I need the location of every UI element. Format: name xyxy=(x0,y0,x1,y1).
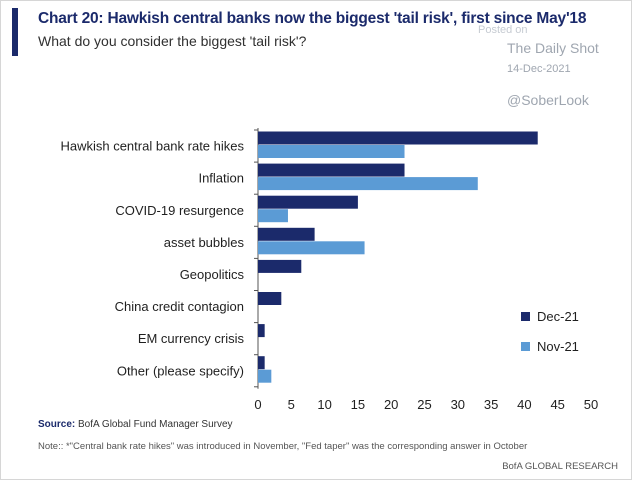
bar-nov-21 xyxy=(258,145,405,158)
source-label: Source: xyxy=(38,419,76,430)
category-label: Hawkish central bank rate hikes xyxy=(60,139,244,154)
x-tick-label: 30 xyxy=(451,397,465,412)
title-accent-bar xyxy=(12,8,18,56)
x-tick-label: 15 xyxy=(351,397,365,412)
category-label: COVID-19 resurgence xyxy=(115,203,244,218)
bar-dec-21 xyxy=(258,356,265,370)
watermark-handle: @SoberLook xyxy=(507,92,589,108)
x-tick-label: 40 xyxy=(517,397,531,412)
bar-dec-21 xyxy=(258,292,282,305)
category-label: EM currency crisis xyxy=(138,331,245,346)
category-label: Inflation xyxy=(198,171,244,186)
x-tick-label: 25 xyxy=(417,397,431,412)
x-tick-label: 50 xyxy=(584,397,598,412)
x-tick-label: 0 xyxy=(254,397,261,412)
legend-swatch xyxy=(521,342,530,351)
category-label: Geopolitics xyxy=(180,267,245,282)
brand-label: BofA GLOBAL RESEARCH xyxy=(502,461,618,472)
bar-nov-21 xyxy=(258,177,478,191)
watermark-date: 14-Dec-2021 xyxy=(507,63,571,75)
bar-dec-21 xyxy=(258,227,315,241)
x-tick-label: 5 xyxy=(288,397,295,412)
bar-dec-21 xyxy=(258,163,405,177)
chart-title: Chart 20: Hawkish central banks now the … xyxy=(38,10,587,27)
legend-label: Dec-21 xyxy=(537,309,579,324)
bar-dec-21 xyxy=(258,324,265,338)
legend-swatch xyxy=(521,312,530,321)
category-label: Other (please specify) xyxy=(117,363,244,378)
bar-nov-21 xyxy=(258,209,288,223)
footnote: Note:: *"Central bank rate hikes" was in… xyxy=(38,441,528,452)
x-tick-label: 20 xyxy=(384,397,398,412)
bar-nov-21 xyxy=(258,241,365,255)
x-tick-label: 35 xyxy=(484,397,498,412)
bar-dec-21 xyxy=(258,259,302,273)
source-text: BofA Global Fund Manager Survey xyxy=(78,419,233,430)
x-tick-label: 45 xyxy=(550,397,564,412)
x-tick-label: 10 xyxy=(317,397,331,412)
bar-dec-21 xyxy=(258,195,358,209)
watermark-posted: Posted on xyxy=(478,24,528,36)
source-line: Source: BofA Global Fund Manager Survey xyxy=(38,419,233,430)
chart-subtitle: What do you consider the biggest 'tail r… xyxy=(38,33,307,49)
bar-nov-21 xyxy=(258,369,272,383)
legend-label: Nov-21 xyxy=(537,339,579,354)
category-label: China credit contagion xyxy=(115,299,244,314)
bar-dec-21 xyxy=(258,131,538,145)
category-label: asset bubbles xyxy=(164,235,245,250)
watermark-name: The Daily Shot xyxy=(507,40,599,56)
